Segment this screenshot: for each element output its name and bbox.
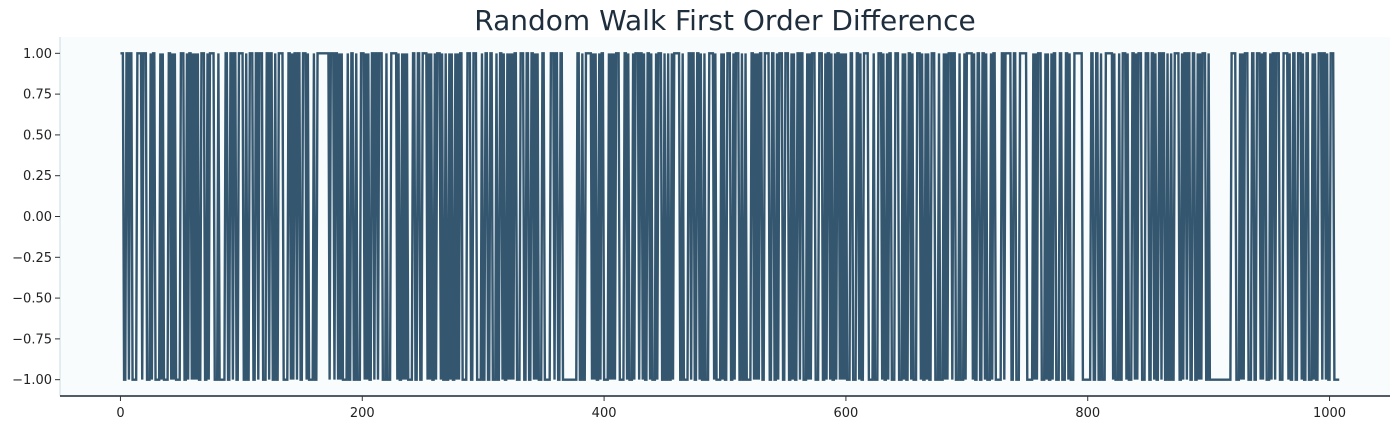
y-tick-label: −0.25 — [12, 251, 52, 266]
y-tick-label: 0.25 — [23, 169, 52, 184]
y-tick-label: −0.50 — [12, 292, 52, 307]
series-line-0 — [120, 52, 1340, 381]
y-tick-label: 0.75 — [23, 88, 52, 103]
chart-title: Random Walk First Order Difference — [474, 4, 975, 37]
x-axis-ticks: 0 200 400 600 800 1000 — [116, 396, 1346, 421]
x-tick-label: 600 — [833, 406, 858, 421]
x-tick-label: 800 — [1075, 406, 1100, 421]
y-tick-label: −0.75 — [12, 332, 52, 347]
y-tick-label: 0.50 — [23, 128, 52, 143]
y-axis-ticks: 1.00 0.75 0.50 0.25 0.00 −0.25 −0.50 −0.75 −1.00 — [12, 47, 60, 388]
y-tick-label: −1.00 — [12, 373, 52, 388]
series-group — [120, 52, 1340, 381]
x-tick-label: 1000 — [1313, 406, 1346, 421]
x-tick-label: 0 — [116, 406, 124, 421]
x-tick-label: 400 — [592, 406, 617, 421]
y-tick-label: 1.00 — [23, 47, 52, 62]
y-tick-label: 0.00 — [23, 210, 52, 225]
x-tick-label: 200 — [350, 406, 375, 421]
